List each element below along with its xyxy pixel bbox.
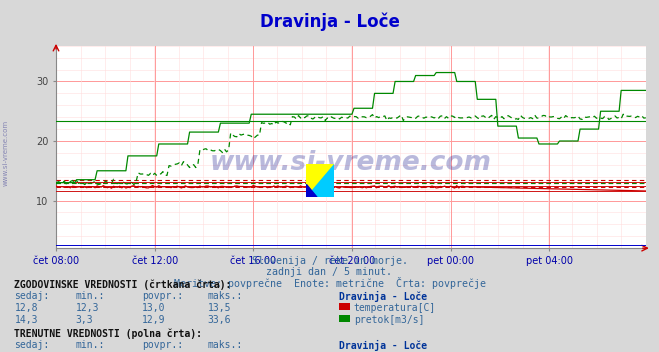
Text: 12,8: 12,8 <box>14 303 38 313</box>
Text: 3,3: 3,3 <box>76 315 94 325</box>
Text: 14,3: 14,3 <box>14 315 38 325</box>
Text: 12,9: 12,9 <box>142 315 165 325</box>
Text: TRENUTNE VREDNOSTI (polna črta):: TRENUTNE VREDNOSTI (polna črta): <box>14 329 202 339</box>
Polygon shape <box>306 164 334 197</box>
Text: 13,0: 13,0 <box>142 303 165 313</box>
Text: www.si-vreme.com: www.si-vreme.com <box>2 120 9 186</box>
Text: www.si-vreme.com: www.si-vreme.com <box>210 150 492 176</box>
Polygon shape <box>306 164 334 197</box>
Text: pretok[m3/s]: pretok[m3/s] <box>354 315 424 325</box>
Text: ZGODOVINSKE VREDNOSTI (črtkana črta):: ZGODOVINSKE VREDNOSTI (črtkana črta): <box>14 280 232 290</box>
Polygon shape <box>306 184 317 197</box>
Text: 12,3: 12,3 <box>76 303 100 313</box>
Text: Meritve: povprečne  Enote: metrične  Črta: povprečje: Meritve: povprečne Enote: metrične Črta:… <box>173 277 486 289</box>
Text: Dravinja - Loče: Dravinja - Loče <box>339 340 428 351</box>
Text: Dravinja - Loče: Dravinja - Loče <box>339 291 428 302</box>
Text: min.:: min.: <box>76 291 105 301</box>
Text: zadnji dan / 5 minut.: zadnji dan / 5 minut. <box>266 267 393 277</box>
Text: temperatura[C]: temperatura[C] <box>354 303 436 313</box>
Text: Slovenija / reke in morje.: Slovenija / reke in morje. <box>252 256 407 266</box>
Text: maks.:: maks.: <box>208 340 243 350</box>
Text: Dravinja - Loče: Dravinja - Loče <box>260 12 399 31</box>
Text: sedaj:: sedaj: <box>14 291 49 301</box>
Text: 33,6: 33,6 <box>208 315 231 325</box>
Text: 13,5: 13,5 <box>208 303 231 313</box>
Text: sedaj:: sedaj: <box>14 340 49 350</box>
Text: povpr.:: povpr.: <box>142 291 183 301</box>
Text: povpr.:: povpr.: <box>142 340 183 350</box>
Text: min.:: min.: <box>76 340 105 350</box>
Text: maks.:: maks.: <box>208 291 243 301</box>
